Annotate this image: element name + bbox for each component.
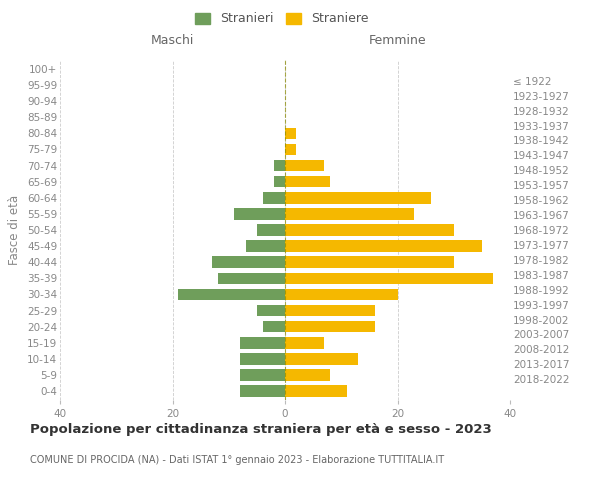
Bar [274,160,285,172]
Bar [285,208,415,220]
Bar [285,337,325,348]
Bar [285,224,454,236]
Text: Popolazione per cittadinanza straniera per età e sesso - 2023: Popolazione per cittadinanza straniera p… [30,422,492,436]
Legend: Stranieri, Straniere: Stranieri, Straniere [191,8,373,29]
Bar [274,176,285,188]
Bar [240,337,285,348]
Bar [285,192,431,203]
Bar [285,176,330,188]
Bar [285,369,330,381]
Bar [285,144,296,155]
Bar [245,240,285,252]
Text: COMUNE DI PROCIDA (NA) - Dati ISTAT 1° gennaio 2023 - Elaborazione TUTTITALIA.IT: COMUNE DI PROCIDA (NA) - Dati ISTAT 1° g… [30,455,444,465]
Bar [218,272,285,284]
Bar [285,321,375,332]
Bar [263,321,285,332]
Bar [285,353,358,364]
Bar [240,353,285,364]
Bar [240,386,285,397]
Bar [285,256,454,268]
Bar [240,369,285,381]
Y-axis label: Fasce di età: Fasce di età [8,195,22,265]
Text: Maschi: Maschi [151,34,194,48]
Bar [285,288,398,300]
Bar [285,386,347,397]
Bar [285,160,325,172]
Bar [285,128,296,139]
Bar [257,224,285,236]
Bar [285,272,493,284]
Bar [257,305,285,316]
Bar [235,208,285,220]
Bar [263,192,285,203]
Bar [178,288,285,300]
Bar [212,256,285,268]
Text: Femmine: Femmine [368,34,427,48]
Bar [285,240,482,252]
Bar [285,305,375,316]
